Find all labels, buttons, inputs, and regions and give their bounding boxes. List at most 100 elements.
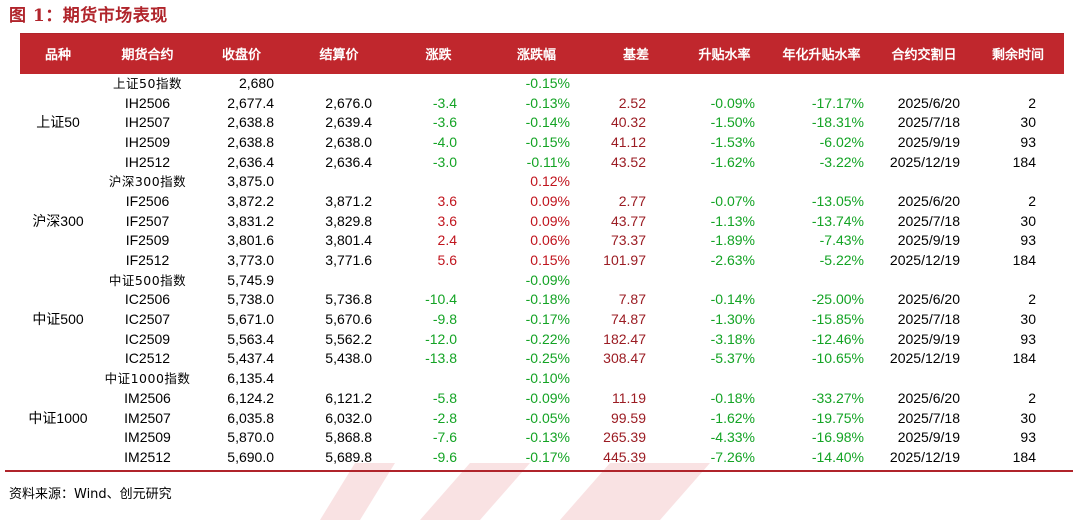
contract-code: IC2506 [124,291,171,308]
change-value: 5.6 [437,252,457,269]
annual-premium-rate: -5.22% [819,252,864,269]
basis-value: 445.39 [603,448,646,465]
change-value: -9.8 [432,311,457,328]
basis-value: 99.59 [610,409,646,426]
table-row: IH2512 2,636.4 2,636.4 -3.0 -0.11% 43.52 -1.62… [20,152,1064,172]
remaining-days: 184 [1012,153,1036,170]
settle-price: 5,670.6 [325,311,372,328]
close-price: 2,638.8 [227,114,274,131]
contract-code: IM2509 [124,429,171,446]
annual-premium-rate: -14.40% [811,448,864,465]
close-price: 5,437.4 [227,350,274,367]
index-settle [284,74,394,94]
remaining-days: 30 [1020,311,1036,328]
header-row: 品种 期货合约 收盘价 结算价 涨跌 涨跌幅 基差 升贴水率 年化升贴水率 合约… [20,33,1064,74]
index-close: 5,745.9 [227,271,274,288]
settle-price: 5,438.0 [325,350,372,367]
empty-cell [590,74,682,94]
col-delivery-date: 合约交割日 [876,33,972,74]
premium-rate: -1.13% [710,212,755,229]
empty-cell [590,270,682,290]
settle-price: 2,639.4 [325,114,372,131]
col-contract: 期货合约 [96,33,199,74]
close-price: 2,677.4 [227,94,274,111]
contract-code: IF2512 [125,252,170,269]
index-row: 上证50 上证50指数 2,680 -0.15% [20,74,1064,130]
change-value: -4.0 [432,133,457,150]
basis-value: 182.47 [603,330,646,347]
basis-value: 41.12 [610,133,646,150]
remaining-days: 30 [1020,114,1036,131]
delivery-date: 2025/7/18 [897,114,960,131]
annual-premium-rate: -25.00% [811,291,864,308]
change-value: -3.4 [432,94,457,111]
delivery-date: 2025/12/19 [889,252,960,269]
delivery-date: 2025/12/19 [889,448,960,465]
close-price: 2,638.8 [227,133,274,150]
contract-code: IH2512 [124,153,171,170]
index-close: 6,135.4 [227,370,274,387]
settle-price: 5,562.2 [325,330,372,347]
change-pct: -0.17% [525,448,570,465]
col-basis: 基差 [590,33,682,74]
empty-cell [767,270,876,290]
basis-value: 73.37 [610,232,646,249]
remaining-days: 30 [1020,409,1036,426]
table-row: IC2509 5,563.4 5,562.2 -12.0 -0.22% 182.47 -3.… [20,329,1064,349]
table-row: IC2507 5,671.0 5,670.6 -9.8 -0.17% 74.87 -1.30… [20,310,1064,330]
empty-cell [767,74,876,94]
settle-price: 3,801.4 [325,232,372,249]
settle-price: 3,829.8 [325,212,372,229]
table-row: IF2507 3,831.2 3,829.8 3.6 0.09% 43.77 -1.13% -… [20,211,1064,231]
empty-cell [876,74,972,94]
contract-code: IF2507 [125,212,170,229]
delivery-date: 2025/6/20 [897,192,960,209]
variety-cell: 中证1000 [28,409,88,426]
table-row: IF2509 3,801.6 3,801.4 2.4 0.06% 73.37 -1.89% -… [20,231,1064,251]
settle-price: 3,871.2 [325,192,372,209]
table-row: IF2506 3,872.2 3,871.2 3.6 0.09% 2.77 -0.07% -1… [20,192,1064,212]
basis-value: 40.32 [610,114,646,131]
delivery-date: 2025/9/19 [897,330,960,347]
settle-price: 6,032.0 [325,409,372,426]
change-value: -5.8 [432,389,457,406]
change-value: 3.6 [437,192,457,209]
change-pct: 0.09% [530,192,570,209]
remaining-days: 93 [1020,232,1036,249]
index-name: 沪深300指数 [108,174,187,190]
settle-price: 5,868.8 [325,429,372,446]
change-value: -9.6 [432,448,457,465]
premium-rate: -2.63% [710,252,755,269]
index-change [394,172,483,192]
annual-premium-rate: -15.85% [811,311,864,328]
index-change-pct: -0.15% [525,74,570,91]
settle-price: 2,638.0 [325,133,372,150]
contract-code: IH2509 [124,133,171,150]
basis-value: 43.52 [610,153,646,170]
annual-premium-rate: -3.22% [819,153,864,170]
variety-cell: 中证500 [32,311,84,328]
premium-rate: -0.09% [710,94,755,111]
table-row: IM2507 6,035.8 6,032.0 -2.8 -0.05% 99.59 -1.62… [20,408,1064,428]
contract-code: IM2506 [124,389,171,406]
delivery-date: 2025/9/19 [897,133,960,150]
change-pct: -0.05% [525,409,570,426]
empty-cell [972,172,1064,192]
close-price: 3,773.0 [227,252,274,269]
premium-rate: -7.26% [710,448,755,465]
index-settle [284,369,394,389]
change-pct: 0.06% [530,232,570,249]
basis-value: 43.77 [610,212,646,229]
table-row: IM2509 5,870.0 5,868.8 -7.6 -0.13% 265.39 -4.3… [20,428,1064,448]
annual-premium-rate: -12.46% [811,330,864,347]
empty-cell [972,74,1064,94]
delivery-date: 2025/6/20 [897,291,960,308]
change-pct: -0.09% [525,389,570,406]
close-price: 2,636.4 [227,153,274,170]
delivery-date: 2025/7/18 [897,212,960,229]
index-settle [284,172,394,192]
table-row: IH2506 2,677.4 2,676.0 -3.4 -0.13% 2.52 -0.09%… [20,93,1064,113]
annual-premium-rate: -10.65% [811,350,864,367]
index-close: 3,875.0 [227,173,274,190]
change-pct: -0.13% [525,429,570,446]
